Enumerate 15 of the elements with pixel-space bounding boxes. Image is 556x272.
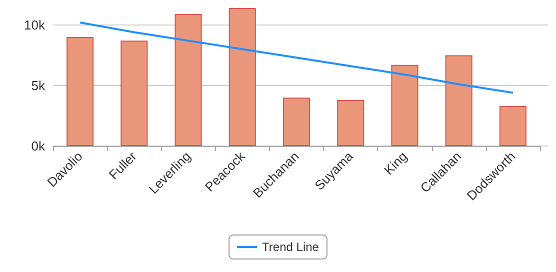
bar [282, 98, 310, 146]
bar [499, 106, 526, 146]
x-tick-label: King [381, 148, 410, 178]
bar [66, 37, 94, 146]
bar [228, 8, 256, 146]
legend-label: Trend Line [262, 240, 320, 254]
bar [337, 100, 364, 146]
y-tick-label: 0k [31, 138, 46, 154]
y-tick-label: 5k [31, 78, 46, 93]
bar [120, 40, 148, 146]
line-series [79, 22, 514, 94]
y-tick-label: 10k [24, 17, 46, 32]
bar [445, 55, 472, 146]
bar [391, 64, 418, 146]
bar [174, 14, 202, 146]
